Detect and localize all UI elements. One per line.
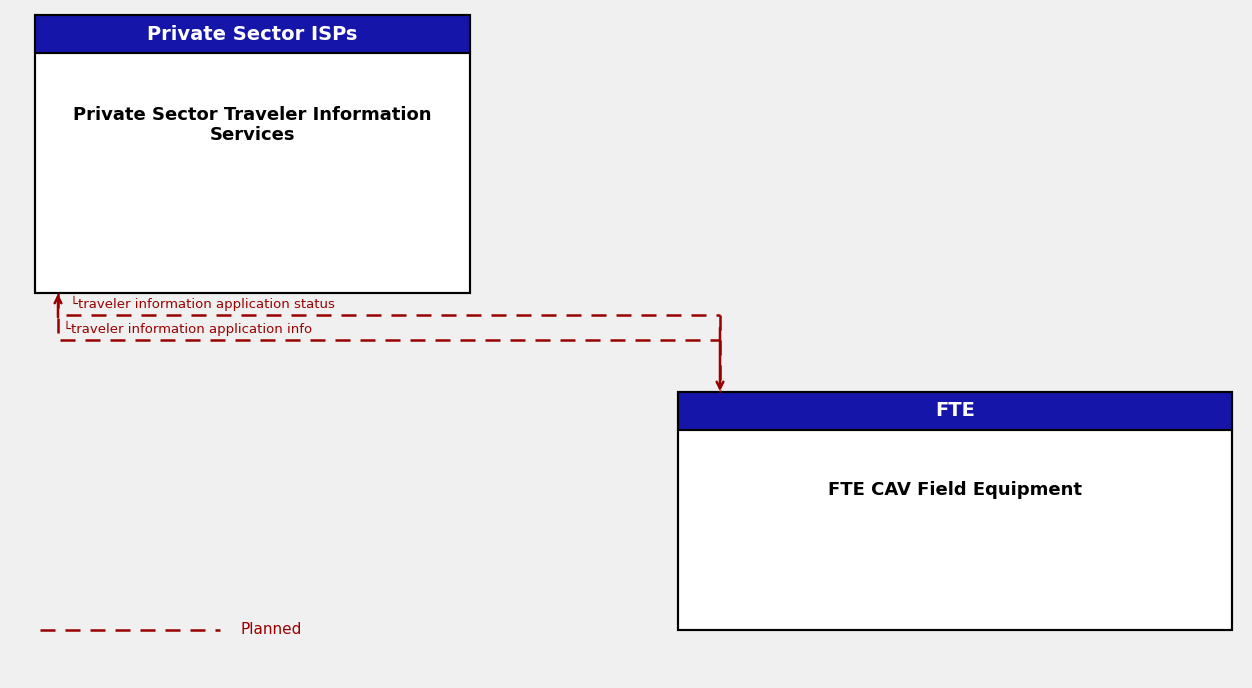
Bar <box>679 392 1232 630</box>
Bar <box>679 430 1232 630</box>
Text: Private Sector Traveler Information
Services: Private Sector Traveler Information Serv… <box>74 105 432 144</box>
Bar <box>35 53 469 293</box>
Bar <box>35 15 469 293</box>
Text: └traveler information application status: └traveler information application status <box>70 296 334 311</box>
Text: Private Sector ISPs: Private Sector ISPs <box>148 25 358 43</box>
Bar <box>35 15 469 53</box>
Text: └traveler information application info: └traveler information application info <box>63 321 312 336</box>
Text: FTE: FTE <box>935 402 975 420</box>
Bar <box>679 392 1232 430</box>
Text: Planned: Planned <box>240 623 302 638</box>
Text: FTE CAV Field Equipment: FTE CAV Field Equipment <box>828 481 1082 499</box>
